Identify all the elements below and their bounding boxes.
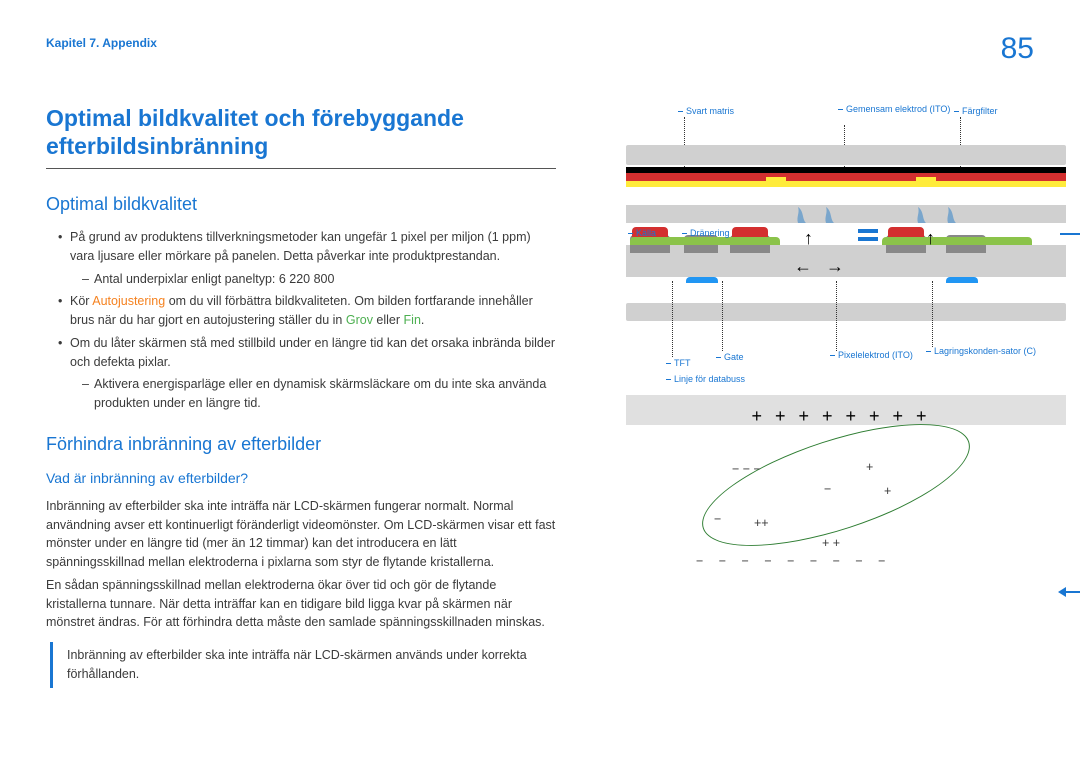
page-title: Optimal bildkvalitet och förebyggande ef… xyxy=(46,105,556,169)
bullet-text: Om du låter skärmen stå med stillbild un… xyxy=(70,336,555,369)
t: Kör xyxy=(70,294,92,308)
label-svart-matris: Svart matris xyxy=(678,105,734,119)
label-pixelelektrod: Pixelelektrod (ITO) xyxy=(830,351,913,361)
highlight-grov: Grov xyxy=(346,313,373,327)
section2-subheading: Vad är inbränning av efterbilder? xyxy=(46,468,556,489)
bullet: På grund av produktens tillverkningsmeto… xyxy=(58,228,556,288)
label-gate: Gate xyxy=(716,351,744,365)
text-column: Optimal bildkvalitet och förebyggande ef… xyxy=(46,105,556,688)
label-gemensam-elektrod: Gemensam elektrod (ITO) xyxy=(838,105,950,115)
lcd-cross-section-diagram: Svart matris Gemensam elektrod (ITO) Fär… xyxy=(626,105,1066,665)
diagram-column: Svart matris Gemensam elektrod (ITO) Fär… xyxy=(626,105,1066,688)
voltage-diagram: + + + + + + + + − − − + − + − ++ + + − −… xyxy=(636,401,1046,558)
section2-heading: Förhindra inbränning av efterbilder xyxy=(46,431,556,458)
page-number: 85 xyxy=(1001,26,1034,71)
para: Inbränning av efterbilder ska inte inträ… xyxy=(46,497,556,572)
label-lagring: Lagringskonden-sator (C) xyxy=(926,347,1036,357)
label-databuss: Linje för databuss xyxy=(666,373,745,387)
bullet-text: På grund av produktens tillverkningsmeto… xyxy=(70,230,531,263)
sub-bullet: Aktivera energisparläge eller en dynamis… xyxy=(82,375,556,413)
connector-arrowhead xyxy=(1058,587,1066,597)
note-box: Inbränning av efterbilder ska inte inträ… xyxy=(50,642,556,688)
note-text: Inbränning av efterbilder ska inte inträ… xyxy=(67,648,527,681)
para: En sådan spänningsskillnad mellan elektr… xyxy=(46,576,556,632)
t: eller xyxy=(373,313,404,327)
bullet: Om du låter skärmen stå med stillbild un… xyxy=(58,334,556,413)
label-tft: TFT xyxy=(666,357,691,371)
section1-heading: Optimal bildkvalitet xyxy=(46,191,556,218)
t: . xyxy=(421,313,424,327)
highlight-autojustering: Autojustering xyxy=(92,294,165,308)
label-kalla: Källa xyxy=(628,227,656,241)
highlight-fin: Fin xyxy=(404,313,421,327)
bullet: Kör Autojustering om du vill förbättra b… xyxy=(58,292,556,330)
chapter-label: Kapitel 7. Appendix xyxy=(46,34,157,52)
label-dranering: Dränering xyxy=(682,227,730,241)
sub-bullet: Antal underpixlar enligt paneltyp: 6 220… xyxy=(82,270,556,289)
